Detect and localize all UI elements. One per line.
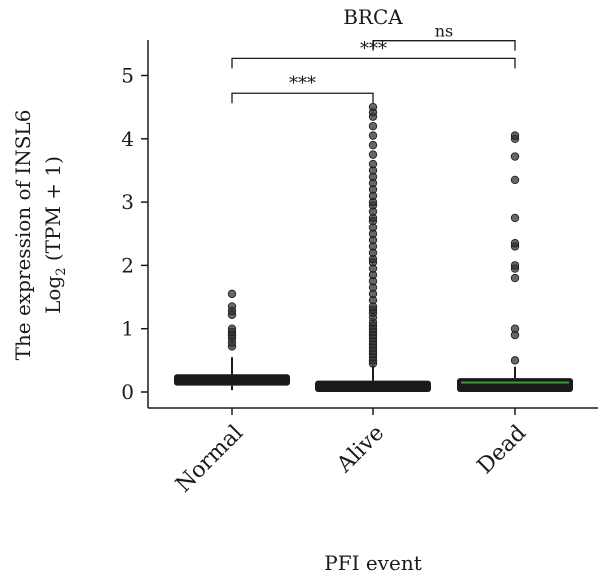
outlier-dead-9 <box>510 175 520 185</box>
y-axis-label-log: Log <box>41 276 65 314</box>
y-tick-label-4: 4 <box>121 127 134 151</box>
y-tick-label-3: 3 <box>121 190 134 214</box>
y-axis-label-units: (TPM + 1) <box>41 156 65 267</box>
y-axis-label-line1: The expression of INSL6 <box>11 110 35 361</box>
outlier-alive-42 <box>368 150 378 159</box>
outlier-dead-5 <box>510 261 520 270</box>
outlier-normal-5 <box>227 324 237 333</box>
box-dead <box>457 378 573 392</box>
outlier-dead-7 <box>510 239 520 248</box>
outlier-alive-43 <box>368 140 378 150</box>
outlier-alive-41 <box>368 159 378 169</box>
y-tick-label-1: 1 <box>121 317 134 341</box>
outlier-dead-8 <box>510 213 520 223</box>
y-tick-label-2: 2 <box>121 253 134 277</box>
significance-bracket-0 <box>231 92 374 104</box>
x-tick-label-normal: Normal <box>171 421 248 498</box>
chart-title: BRCA <box>343 5 403 29</box>
significance-label-2: ns <box>435 22 454 41</box>
outlier-alive-45 <box>368 121 378 131</box>
outlier-dead-10 <box>510 152 520 161</box>
outlier-dead-2 <box>510 324 520 333</box>
outlier-alive-44 <box>368 131 378 140</box>
significance-bracket-2 <box>372 40 516 51</box>
outlier-alive-48 <box>368 102 378 112</box>
outlier-dead-0 <box>510 356 520 365</box>
box-alive <box>315 380 431 392</box>
significance-bracket-1 <box>231 57 516 69</box>
outlier-dead-12 <box>510 131 520 140</box>
y-axis-label: The expression of INSL6 Log2 (TPM + 1) <box>11 110 69 361</box>
outlier-normal-8 <box>227 302 237 311</box>
y-axis-label-subscript: 2 <box>54 268 69 276</box>
outlier-dead-3 <box>510 273 520 283</box>
y-tick-label-5: 5 <box>121 64 134 88</box>
y-tick-label-0: 0 <box>121 380 134 404</box>
significance-label-0: *** <box>289 73 316 94</box>
x-axis-label: PFI event <box>324 551 421 575</box>
x-tick-label-dead: Dead <box>473 421 532 480</box>
x-tick-label-alive: Alive <box>332 421 390 479</box>
outlier-normal-9 <box>227 289 237 299</box>
y-axis-label-line2: Log2 (TPM + 1) <box>41 156 69 314</box>
